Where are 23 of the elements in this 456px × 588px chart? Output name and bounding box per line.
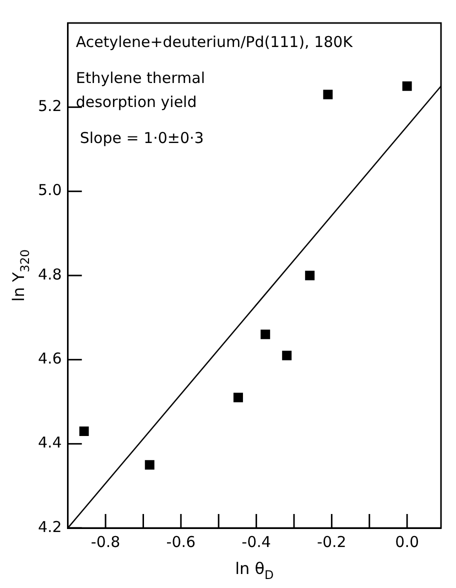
point (79, 426, 89, 436)
x-tick-label: -0.8 (90, 532, 120, 551)
annotation: Ethylene thermal desorption yield (76, 69, 205, 111)
y-tick-label: 4.2 (38, 518, 62, 536)
x-tick-label: -0.4 (242, 532, 271, 551)
point (260, 330, 270, 340)
point (402, 81, 412, 91)
x-tick-label: -0.2 (317, 532, 346, 551)
annotation: Slope = 1·0±0·3 (80, 129, 204, 147)
point (233, 392, 243, 402)
point (144, 460, 154, 470)
x-tick-label: 0.0 (395, 532, 420, 551)
annotation: Acetylene+deuterium/Pd(111), 180K (76, 33, 354, 51)
point (282, 350, 292, 360)
y-axis-title: ln Y320 (9, 249, 32, 302)
y-tick-label: 4.6 (38, 350, 62, 368)
y-tick-label: 5.2 (38, 97, 62, 116)
point (323, 90, 333, 100)
x-tick-label: -0.6 (166, 532, 196, 551)
y-tick-label: 4.8 (38, 265, 62, 284)
y-tick-label: 5.0 (38, 181, 62, 200)
point (305, 270, 315, 280)
y-tick-label: 4.4 (38, 434, 62, 452)
